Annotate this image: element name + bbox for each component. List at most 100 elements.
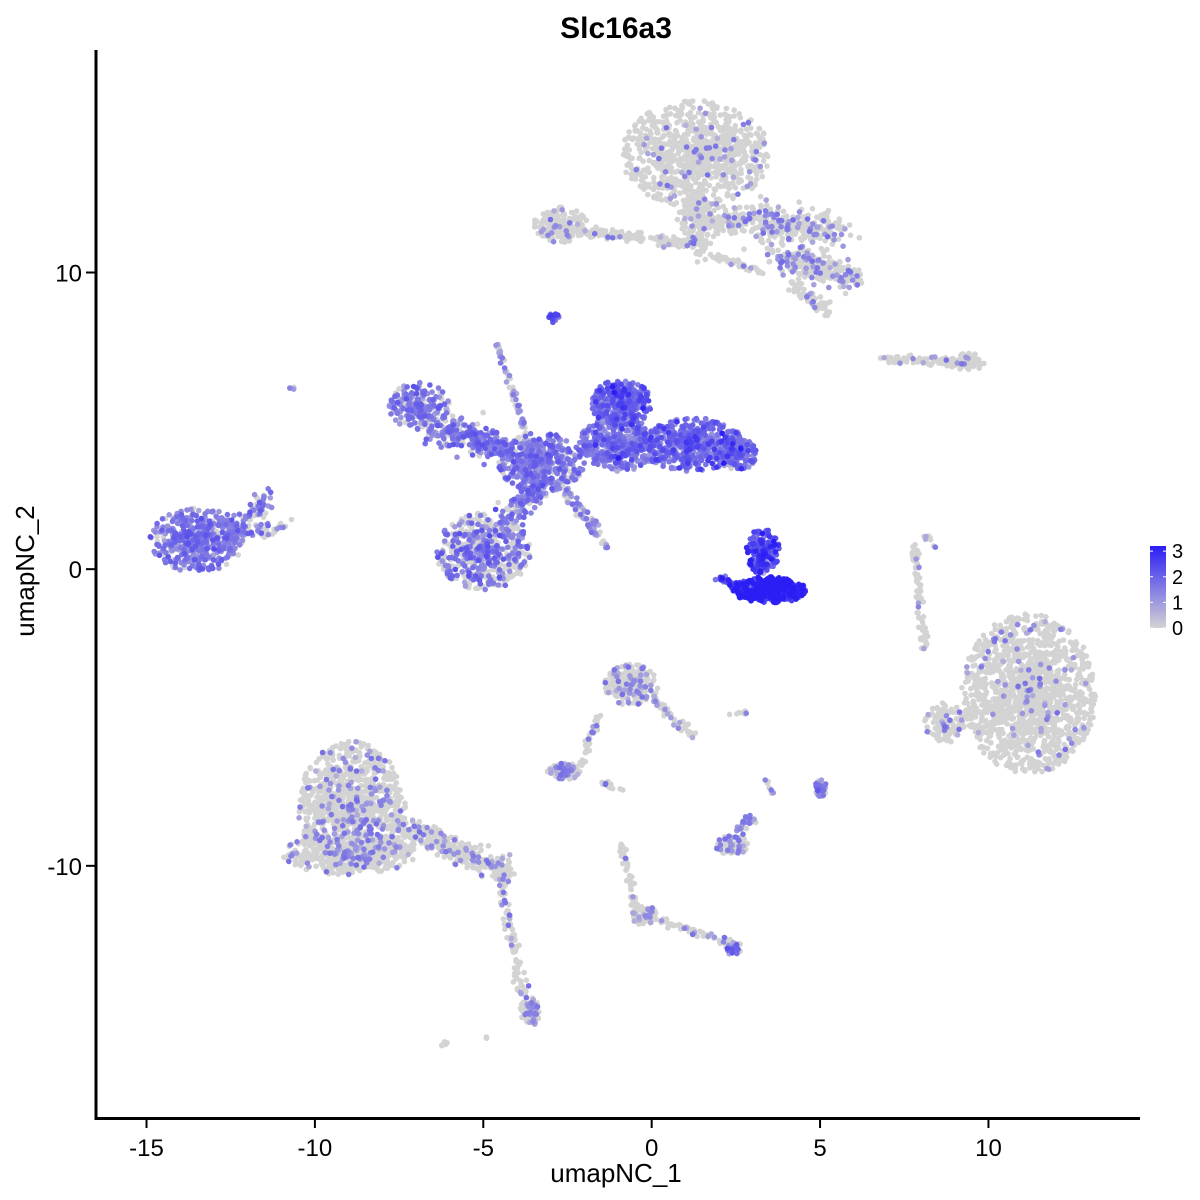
point-top-large (753, 171, 760, 178)
point-top-right-arm (856, 235, 863, 241)
point-top-large (760, 158, 767, 164)
point-top-large (713, 196, 720, 203)
point-top-large (658, 197, 665, 203)
point-top-large (654, 127, 660, 133)
point-top-left-blob (573, 208, 580, 214)
point-top-right-lower (842, 290, 849, 297)
point-right-large (1024, 721, 1031, 727)
point-top-right-arm (829, 241, 836, 247)
point-right-large (1077, 689, 1084, 695)
point-top-large (678, 111, 685, 117)
point-right-large (1084, 660, 1091, 666)
point-right-large (1000, 699, 1006, 706)
point-top-large (646, 117, 653, 124)
point-right-large (993, 662, 999, 668)
point-top-large (672, 105, 678, 111)
point-mid-lower-stem (495, 499, 502, 506)
point-top-large (753, 130, 760, 137)
point-top-left-blob (531, 224, 538, 230)
point-top-large (730, 195, 736, 202)
point-right-large (1065, 682, 1071, 689)
point-dots-mid (736, 709, 742, 716)
point-top-large (676, 157, 682, 163)
point-top-large (626, 160, 632, 167)
point-top-right-arm (836, 216, 843, 222)
point-top-large (635, 136, 641, 142)
point-top-stem (697, 251, 703, 258)
point-right-large (992, 667, 998, 674)
point-top-large (737, 115, 744, 121)
point-top-large (715, 182, 721, 188)
point-right-large-left (951, 724, 957, 730)
point-top-large (738, 170, 744, 177)
point-top-large (736, 143, 742, 149)
point-right-large (990, 696, 997, 702)
point-top-large (664, 176, 671, 182)
point-top-large (709, 103, 715, 110)
point-top-right-arm (758, 202, 764, 209)
point-right-large (1051, 722, 1057, 729)
point-top-large (672, 127, 679, 134)
point-right-large (962, 679, 969, 685)
point-top-large (690, 105, 696, 111)
point-top-right-arm (818, 245, 825, 252)
point-top-large (643, 168, 649, 174)
point-top-large (723, 179, 729, 185)
point-top-right-tail (786, 287, 792, 293)
point-center-line (594, 717, 600, 724)
point-right-large (1014, 651, 1021, 657)
point-top-large (677, 178, 683, 185)
point-center-small (630, 700, 637, 706)
point-right-large (1044, 692, 1051, 698)
point-top-right-arm (824, 209, 831, 216)
point-top-large (683, 137, 689, 143)
point-right-thin-line (913, 578, 920, 584)
point-right-large (973, 654, 980, 660)
point-right-large (959, 684, 965, 691)
point-top-large (726, 135, 732, 142)
point-top-right-arm (715, 230, 721, 237)
point-right-large (1055, 742, 1061, 749)
point-left-cluster-arm2 (288, 516, 295, 523)
point-top-right-arm (705, 219, 711, 225)
point-top-large (651, 121, 657, 128)
point-right-large (1030, 758, 1037, 764)
point-right-large (1010, 691, 1017, 698)
point-top-right-arm (757, 217, 763, 224)
point-top-large (677, 190, 683, 196)
point-right-large (1067, 639, 1074, 645)
point-right-large (1062, 676, 1069, 682)
point-left-cluster (235, 552, 241, 558)
point-top-large (672, 169, 679, 175)
point-top-large (670, 141, 677, 147)
point-right-large (1029, 648, 1036, 654)
point-top-large (703, 187, 709, 194)
point-top-stem (682, 224, 688, 231)
point-right-large (996, 729, 1003, 735)
point-top-large (695, 109, 702, 116)
point-right-large (970, 674, 976, 680)
point-right-thin-line (915, 614, 922, 621)
point-right-large (999, 705, 1005, 711)
point-center-small-arm (682, 721, 688, 728)
point-top-stem (683, 189, 689, 195)
point-top-large (674, 132, 681, 139)
point-top-stem (704, 231, 711, 238)
point-top-right-arm (757, 193, 764, 200)
point-top-large (758, 168, 764, 174)
point-top-large (632, 123, 638, 129)
point-top-right-arm (835, 236, 842, 242)
point-top-large (695, 188, 702, 195)
point-top-large (697, 120, 703, 126)
point-right-large-left (953, 704, 960, 711)
point-right-large (1044, 757, 1050, 763)
point-right-large (1022, 768, 1028, 774)
point-top-mid-tail (710, 254, 716, 261)
point-right-thin-line (912, 541, 918, 548)
point-top-large (671, 188, 678, 194)
point-top-large (630, 135, 637, 142)
point-right-large (1000, 752, 1007, 759)
point-top-mid-tail (735, 257, 741, 263)
point-right-large (991, 649, 998, 655)
point-right-large (1063, 754, 1070, 760)
